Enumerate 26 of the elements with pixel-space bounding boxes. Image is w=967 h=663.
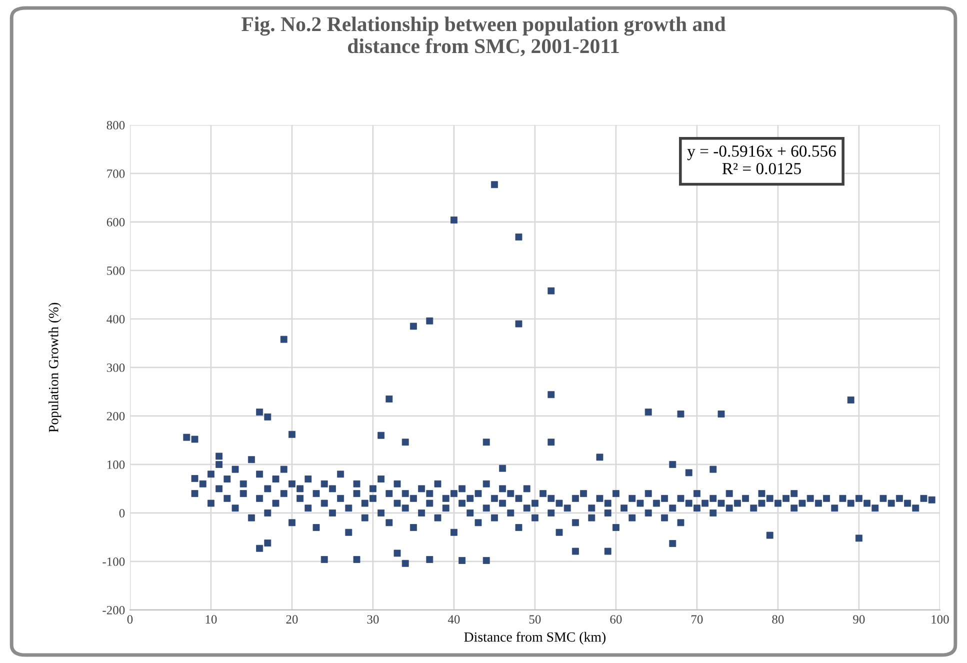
y-tick-label: 200 (106, 412, 125, 420)
x-tick-label: 0 (127, 615, 133, 624)
y-tick-label: 100 (107, 460, 125, 469)
x-tick-label: 60 (610, 615, 622, 624)
y-tick-label: 700 (107, 170, 125, 178)
chart-title: Fig. No.2 Relationship between population growth and distance from SMC, 2001-2011 (242, 16, 726, 56)
x-tick-label: 70 (692, 615, 703, 624)
y-tick-label: 600 (106, 218, 125, 226)
x-tick-label: 40 (448, 615, 460, 624)
x-tick-label: 10 (206, 615, 217, 624)
y-tick-label: 0 (119, 508, 125, 518)
x-tick-label: 50 (529, 615, 541, 624)
y-tick-label: -200 (102, 606, 125, 614)
x-tick-label: 20 (286, 615, 298, 624)
y-tick-label: 800 (106, 121, 125, 130)
y-tick-label: -100 (102, 557, 125, 566)
y-axis-title: Population Growth (%) (48, 302, 62, 432)
annotation: y = -0.5916x + 60.556 R² = 0.0125 (687, 146, 836, 174)
y-tick-label: 400 (106, 314, 125, 324)
y-tick-label: 500 (107, 266, 125, 275)
x-tick-label: 100 (932, 615, 949, 624)
x-tick-label: 90 (853, 615, 865, 624)
x-tick-label: 80 (772, 615, 784, 624)
y-tick-label: 300 (106, 363, 125, 372)
x-axis-title: Distance from SMC (km) (464, 632, 606, 645)
x-tick-label: 30 (367, 615, 379, 624)
